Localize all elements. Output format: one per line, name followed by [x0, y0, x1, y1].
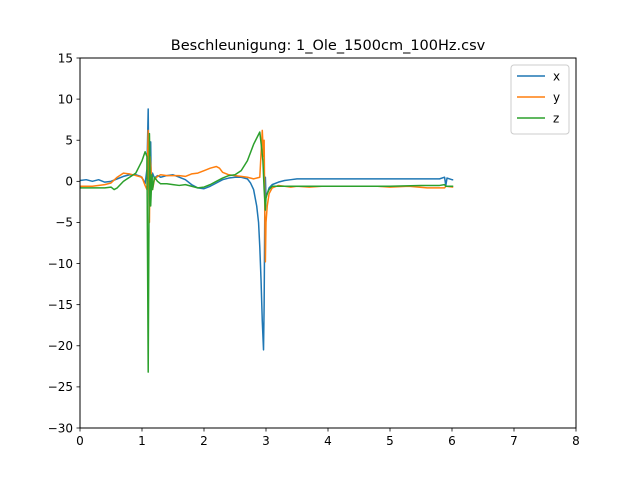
y-tick-label: 15: [58, 51, 73, 65]
legend-label-y: y: [553, 91, 560, 105]
legend: xyz: [510, 64, 570, 135]
y-tick-label: −30: [48, 421, 73, 435]
chart-title: Beschleunigung: 1_Ole_1500cm_100Hz.csv: [171, 38, 486, 54]
x-tick-label: 7: [510, 434, 518, 448]
legend-label-z: z: [553, 112, 559, 126]
series-line-z: [80, 131, 454, 373]
x-tick-label: 6: [448, 434, 456, 448]
x-tick-label: 1: [138, 434, 146, 448]
y-tick-label: 10: [58, 92, 73, 106]
x-tick-label: 2: [200, 434, 208, 448]
y-tick-label: −25: [48, 380, 73, 394]
y-tick-label: −20: [48, 339, 73, 353]
y-axis: −30 −25 −20 −15 −10 −5 0 5 10 15: [48, 51, 80, 435]
x-tick-label: 0: [76, 434, 84, 448]
x-axis: 0 1 2 3 4 5 6 7 8: [76, 428, 580, 448]
y-tick-label: −10: [48, 257, 73, 271]
series-layer: [79, 108, 454, 373]
y-tick-label: 5: [65, 134, 73, 148]
y-tick-label: −5: [55, 216, 73, 230]
legend-box: [510, 64, 570, 135]
y-tick-label: 0: [65, 175, 73, 189]
legend-label-x: x: [553, 70, 560, 84]
x-tick-label: 8: [572, 434, 580, 448]
x-tick-label: 4: [324, 434, 332, 448]
x-tick-label: 5: [386, 434, 394, 448]
y-tick-label: −15: [48, 298, 73, 312]
plot-frame: [79, 57, 577, 429]
x-tick-label: 3: [262, 434, 270, 448]
